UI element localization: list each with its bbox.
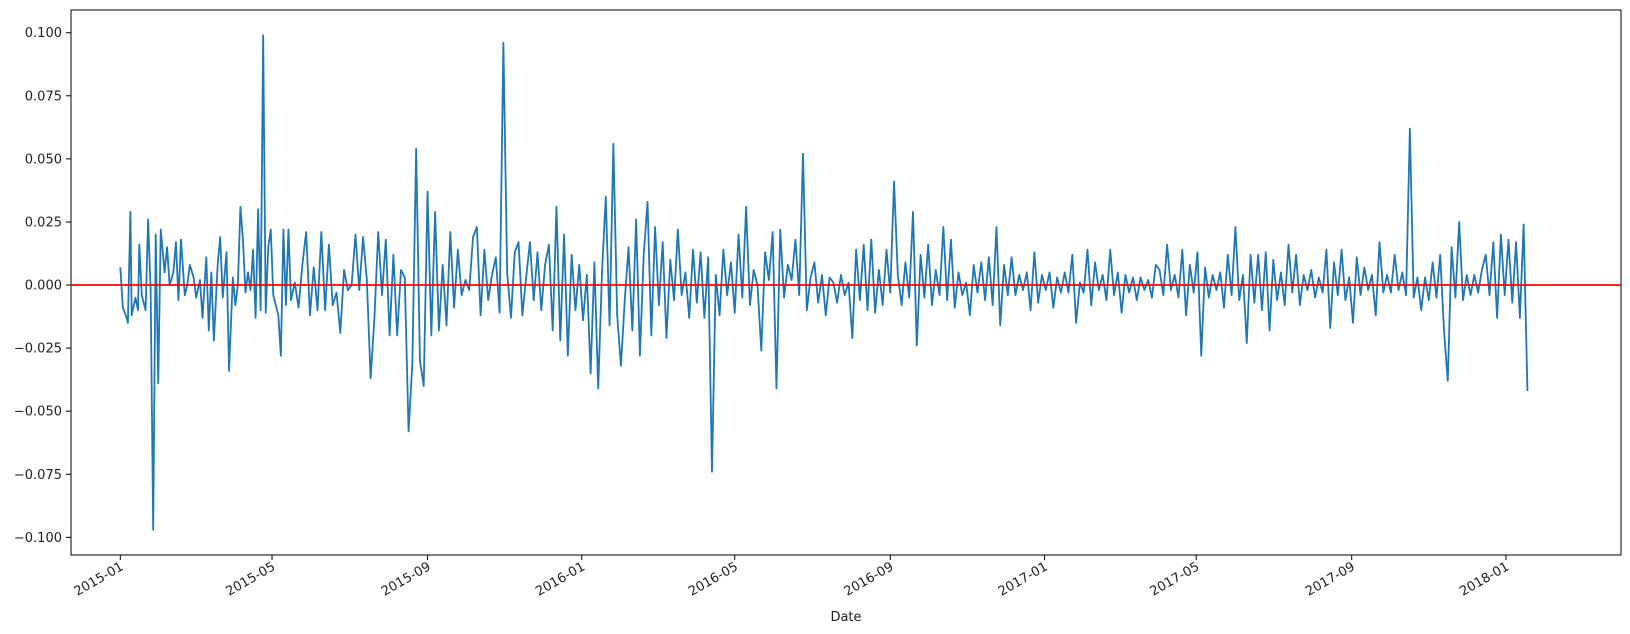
y-tick-label: 0.075 xyxy=(25,89,62,104)
plot-frame xyxy=(70,9,1622,556)
y-tick-label: 0.050 xyxy=(25,152,62,167)
y-tick-label: 0.100 xyxy=(25,26,62,41)
y-tick-label: −0.100 xyxy=(14,531,62,546)
y-tick-label: 0.025 xyxy=(25,215,62,230)
y-tick-label: −0.050 xyxy=(14,405,62,420)
y-tick-label: 0.000 xyxy=(25,279,62,294)
series-line-0 xyxy=(119,34,1529,531)
y-tick-label: −0.075 xyxy=(14,468,62,483)
x-axis-title: Date xyxy=(830,610,861,625)
y-axis: 0.100 0.075 0.050 0.025 0.000 −0.025 −0.050 −0.… xyxy=(14,26,71,546)
plot-area xyxy=(70,9,1622,556)
y-tick-label: −0.025 xyxy=(14,342,62,357)
